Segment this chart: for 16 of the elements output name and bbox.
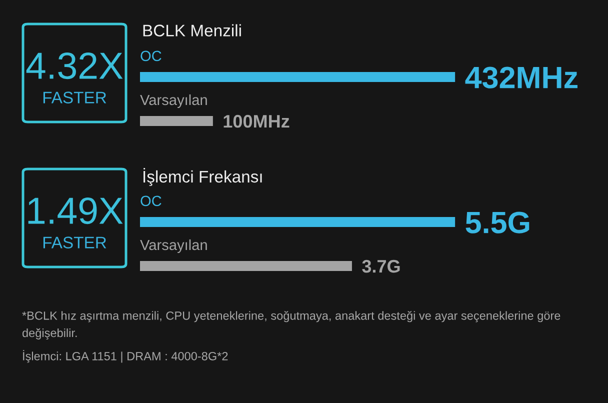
y-tick-label: OC [140, 196, 162, 206]
text: FASTER [43, 92, 106, 104]
chart-title: BCLK Menzili [143, 24, 241, 36]
text: 1.49X [28, 198, 123, 224]
data-label: 432MHz [465, 66, 578, 88]
chart-title: İşlemci Frekansı [144, 168, 262, 186]
data-label: 100MHz [224, 114, 290, 128]
y-tick-label: Varsayılan [140, 239, 207, 253]
y-tick-label: Varsayılan [140, 94, 207, 108]
y-tick-label: OC [140, 50, 162, 62]
data-label: 3.7G [362, 260, 400, 273]
text: İşlemci: LGA 1151 | DRAM : 4000-8G*2 [23, 350, 228, 363]
text: *BCLK hız aşırtma menzili, CPU yeteneklerine, soğutmaya, anakart desteği ve ayar seçeneklerine göre değişebilir. [22, 311, 560, 340]
text: FASTER [43, 236, 106, 248]
data-label: 5.5G [466, 212, 530, 234]
text: 4.32X [26, 52, 123, 80]
